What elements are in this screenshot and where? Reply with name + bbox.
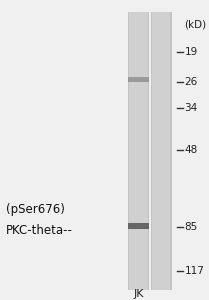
Text: 117: 117	[185, 266, 204, 276]
Text: 34: 34	[185, 103, 198, 113]
Text: (kD): (kD)	[185, 20, 207, 29]
Bar	[128, 76, 149, 82]
Bar	[151, 12, 172, 290]
Text: 48: 48	[185, 145, 198, 154]
Bar	[170, 12, 172, 290]
Text: 26: 26	[185, 77, 198, 87]
Text: 85: 85	[185, 222, 198, 232]
Text: (pSer676): (pSer676)	[6, 203, 65, 216]
Bar	[148, 12, 149, 290]
Text: JK: JK	[133, 289, 144, 299]
Text: 19: 19	[185, 47, 198, 57]
Bar	[128, 12, 149, 290]
Bar	[128, 223, 149, 229]
Text: PKC-theta--: PKC-theta--	[5, 224, 72, 237]
Bar	[151, 12, 152, 290]
Bar	[128, 12, 129, 290]
